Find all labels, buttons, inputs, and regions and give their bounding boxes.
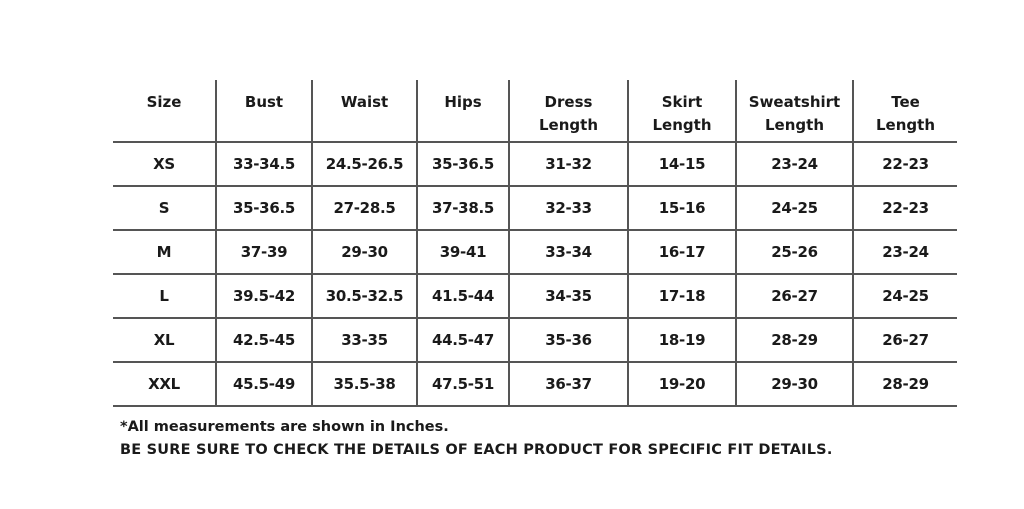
measurement-cell: 47.5-51: [416, 362, 509, 407]
measurement-cell: 35.5-38: [311, 362, 417, 407]
measurement-cell: 35-36.5: [215, 186, 312, 231]
measurement-cell: 22-23: [852, 186, 957, 231]
measurement-cell: 36-37: [508, 362, 628, 407]
measurement-cell: 28-29: [735, 318, 853, 363]
measurement-cell: 31-32: [508, 142, 628, 187]
measurement-cell: 44.5-47: [416, 318, 509, 363]
measurement-cell: 39-41: [416, 230, 509, 275]
measurement-cell: 35-36: [508, 318, 628, 363]
size-cell: L: [113, 274, 216, 319]
measurement-cell: 23-24: [735, 142, 853, 187]
measurement-cell: 16-17: [627, 230, 736, 275]
measurement-cell: 17-18: [627, 274, 736, 319]
measurement-cell: 37-38.5: [416, 186, 509, 231]
measurement-cell: 33-35: [311, 318, 417, 363]
measurement-cell: 37-39: [215, 230, 312, 275]
measurement-cell: 22-23: [852, 142, 957, 187]
measurement-cell: 39.5-42: [215, 274, 312, 319]
header-row: Size Bust Waist Hips Dress Length Skirt Length S…: [113, 80, 957, 143]
table-row: M 37-39 29-30 39-41 33-34 16-17 25-26 23-24: [113, 230, 957, 275]
size-chart-table: Size Bust Waist Hips Dress Length Skirt Length S…: [113, 80, 957, 407]
column-header: Size: [113, 80, 216, 143]
table-row: XXL 45.5-49 35.5-38 47.5-51 36-37 19-20 29-30 2…: [113, 362, 957, 407]
measurement-cell: 18-19: [627, 318, 736, 363]
measurement-cell: 29-30: [311, 230, 417, 275]
measurement-cell: 25-26: [735, 230, 853, 275]
measurement-cell: 42.5-45: [215, 318, 312, 363]
measurement-cell: 30.5-32.5: [311, 274, 417, 319]
column-header: Waist: [311, 80, 417, 143]
table-row: L 39.5-42 30.5-32.5 41.5-44 34-35 17-18 26-27 2…: [113, 274, 957, 319]
column-header: Bust: [215, 80, 312, 143]
table-row: XS 33-34.5 24.5-26.5 35-36.5 31-32 14-15 23-24…: [113, 142, 957, 187]
table-row: XL 42.5-45 33-35 44.5-47 35-36 18-19 28-29 26-2…: [113, 318, 957, 363]
measurement-cell: 14-15: [627, 142, 736, 187]
measurement-cell: 41.5-44: [416, 274, 509, 319]
column-header: Skirt Length: [627, 80, 736, 143]
measurement-cell: 33-34: [508, 230, 628, 275]
measurement-cell: 26-27: [852, 318, 957, 363]
size-cell: S: [113, 186, 216, 231]
size-cell: M: [113, 230, 216, 275]
measurement-cell: 28-29: [852, 362, 957, 407]
measurement-cell: 23-24: [852, 230, 957, 275]
measurement-cell: 24.5-26.5: [311, 142, 417, 187]
measurement-cell: 35-36.5: [416, 142, 509, 187]
measurement-cell: 33-34.5: [215, 142, 312, 187]
measurement-cell: 45.5-49: [215, 362, 312, 407]
column-header: Hips: [416, 80, 509, 143]
measurement-cell: 34-35: [508, 274, 628, 319]
fit-note: BE SURE SURE TO CHECK THE DETAILS OF EAC…: [120, 442, 833, 458]
size-cell: XXL: [113, 362, 216, 407]
measurement-cell: 32-33: [508, 186, 628, 231]
size-cell: XL: [113, 318, 216, 363]
measurement-cell: 29-30: [735, 362, 853, 407]
measurement-cell: 24-25: [852, 274, 957, 319]
column-header: Dress Length: [508, 80, 628, 143]
table-row: S 35-36.5 27-28.5 37-38.5 32-33 15-16 24-25 22-…: [113, 186, 957, 231]
column-header: Sweatshirt Length: [735, 80, 853, 143]
measurement-cell: 15-16: [627, 186, 736, 231]
column-header: Tee Length: [852, 80, 957, 143]
size-cell: XS: [113, 142, 216, 187]
measurement-cell: 24-25: [735, 186, 853, 231]
measurement-cell: 27-28.5: [311, 186, 417, 231]
units-note: *All measurements are shown in Inches.: [120, 419, 449, 435]
measurement-cell: 19-20: [627, 362, 736, 407]
measurement-cell: 26-27: [735, 274, 853, 319]
